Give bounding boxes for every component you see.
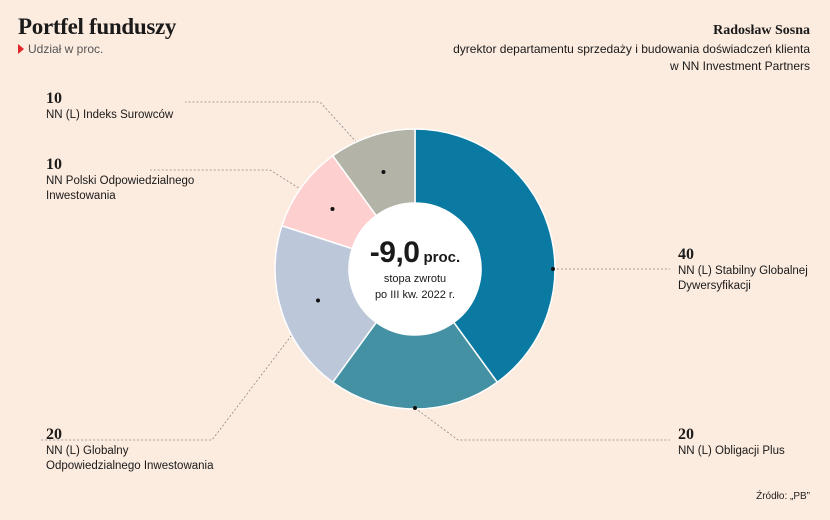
- donut-slice-obligacji: [331, 321, 499, 410]
- slice-value: 20: [46, 426, 62, 443]
- slice-name-line2: Inwestowania: [46, 190, 116, 202]
- return-unit: proc.: [423, 249, 461, 266]
- slice-label-obligacji: 20 NN (L) Obligacji Plus: [678, 426, 785, 459]
- author-block: Radosław Sosna dyrektor departamentu spr…: [453, 22, 810, 75]
- author-name: Radosław Sosna: [713, 23, 810, 38]
- donut-slice-globalny: [274, 224, 378, 384]
- author-role-line2: w NN Investment Partners: [669, 59, 810, 73]
- slice-label-stabilny: 40 NN (L) Stabilny Globalnej Dywersyfika…: [678, 246, 808, 294]
- slice-value: 10: [46, 156, 62, 173]
- slice-value: 40: [678, 246, 694, 263]
- subtitle-text: Udział w proc.: [28, 42, 104, 56]
- return-desc-line2: po III kw. 2022 r.: [374, 289, 456, 301]
- return-value: -9,0: [369, 236, 420, 269]
- donut-slice-stabilny: [414, 128, 556, 384]
- leader-dot-stabilny: [551, 267, 555, 271]
- leader-dot-obligacji: [413, 406, 417, 410]
- donut-slices: [274, 128, 556, 410]
- chart-title: Portfel funduszy: [18, 14, 177, 39]
- leader-dot-surowcow: [381, 169, 386, 174]
- slice-label-globalny: 20 NN (L) Globalny Odpowiedzialnego Inwe…: [46, 426, 214, 474]
- slice-name-line1: NN (L) Globalny: [46, 445, 129, 457]
- triangle-marker-icon: [18, 44, 24, 54]
- leader-line-surowcow: [185, 101, 384, 173]
- center-label: -9,0 proc. stopa zwrotu po III kw. 2022 …: [350, 236, 480, 302]
- leader-dot-globalny: [315, 298, 320, 303]
- return-desc-line1: stopa zwrotu: [383, 273, 447, 285]
- author-role-line1: dyrektor departamentu sprzedaży i budowa…: [453, 42, 810, 56]
- donut-hole: [349, 203, 481, 335]
- slice-label-polski: 10 NN Polski Odpowiedzialnego Inwestowan…: [46, 156, 194, 204]
- leader-dots: [315, 169, 555, 410]
- slice-name-line1: NN (L) Stabilny Globalnej: [678, 265, 808, 277]
- slice-name-line2: Odpowiedzialnego Inwestowania: [46, 460, 214, 472]
- slice-name-line1: NN Polski Odpowiedzialnego: [46, 175, 195, 187]
- slice-name-line2: Dywersyfikacji: [678, 280, 751, 292]
- slice-name-line1: NN (L) Indeks Surowców: [46, 109, 174, 121]
- source-note: Źródło: „PB”: [756, 491, 810, 502]
- leader-line-globalny: [40, 300, 319, 441]
- slice-value: 20: [678, 426, 694, 443]
- slice-value: 10: [46, 90, 62, 107]
- donut-slice-surowcow: [331, 128, 416, 217]
- leader-dot-polski: [330, 207, 335, 212]
- chart-subtitle: Udział w proc.: [18, 42, 103, 56]
- leader-line-obligacji: [414, 407, 670, 441]
- slice-name-line1: NN (L) Obligacji Plus: [678, 445, 785, 457]
- slice-label-surowcow: 10 NN (L) Indeks Surowców: [46, 90, 173, 123]
